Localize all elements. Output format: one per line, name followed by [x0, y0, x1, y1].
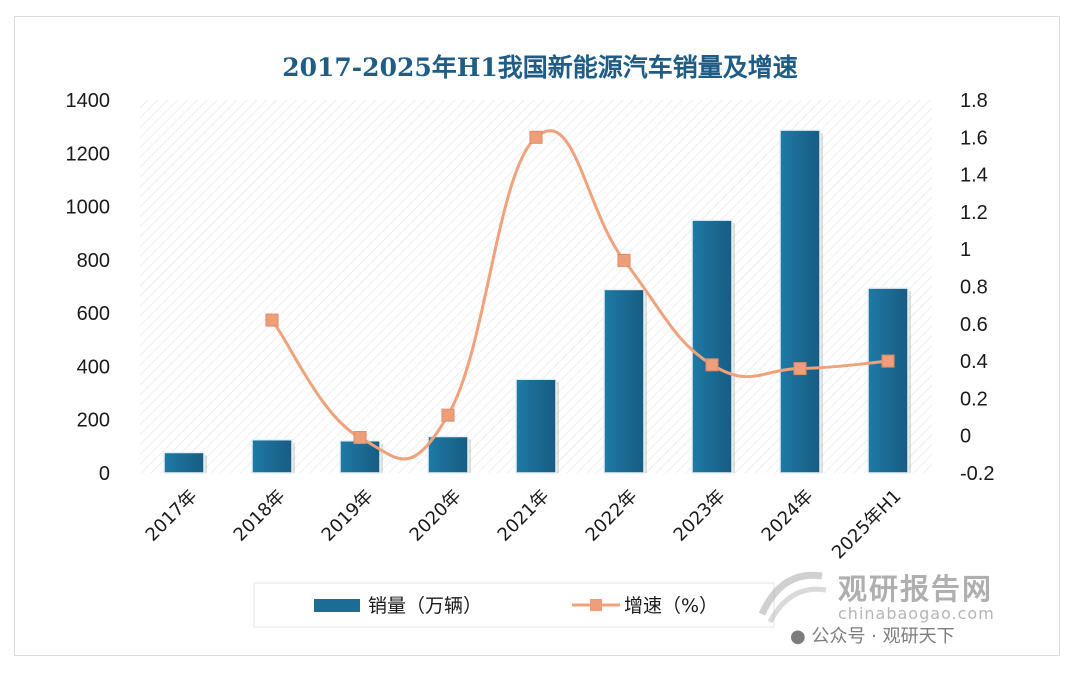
- line-marker: [441, 408, 455, 422]
- bar: [427, 435, 469, 474]
- legend-label-sales: 销量（万辆）: [368, 595, 482, 617]
- right-tick-label: 1.4: [960, 165, 988, 187]
- right-tick-label: 1.2: [960, 202, 988, 224]
- x-tick-label: 2025年H1: [828, 486, 906, 564]
- bar: [779, 129, 821, 474]
- right-tick-label: 0: [960, 426, 971, 448]
- line-series: [265, 129, 895, 461]
- watermark-wechat: ● 公众号 · 观研天下: [790, 622, 955, 648]
- growth-line: [270, 129, 889, 461]
- right-tick-label: 0.2: [960, 388, 988, 410]
- left-tick-label: 1200: [66, 143, 111, 165]
- right-axis-ticks: -0.2 0 0.2 0.4 0.6 0.8 1 1.2 1.4 1.6 1.8: [960, 90, 994, 485]
- legend-label-growth: 增速（%）: [624, 595, 718, 617]
- watermark-site: chinabaogao.com: [838, 604, 995, 623]
- line-marker: [793, 362, 807, 376]
- chart-title: 2017-2025年H1我国新能源汽车销量及增速: [282, 53, 798, 82]
- left-tick-label: 800: [77, 250, 110, 272]
- left-tick-label: 400: [77, 356, 110, 378]
- bar: [867, 287, 909, 474]
- line-marker: [705, 358, 719, 372]
- left-axis-ticks: 0 200 400 600 800 1000 1200 1400: [66, 90, 111, 485]
- left-tick-label: 600: [77, 303, 110, 325]
- bar: [515, 378, 557, 474]
- bar: [603, 288, 645, 474]
- x-tick-label: 2018年: [230, 486, 290, 546]
- x-axis-ticks: 2017年 2018年 2019年 2020年 2021年 2022年 2023年 2024年…: [142, 486, 906, 564]
- x-tick-label: 2022年: [582, 486, 642, 546]
- watermark-wechat-text: 公众号 · 观研天下: [811, 626, 955, 647]
- bar-series: [163, 129, 911, 474]
- right-tick-label: 1: [960, 239, 971, 261]
- line-marker: [265, 313, 279, 327]
- line-marker: [617, 253, 631, 267]
- bar: [163, 451, 205, 474]
- left-tick-label: 0: [99, 463, 110, 485]
- left-tick-label: 1400: [66, 90, 111, 112]
- right-tick-label: 0.6: [960, 314, 988, 336]
- right-tick-label: 0.4: [960, 351, 988, 373]
- right-tick-label: 1.8: [960, 90, 988, 112]
- right-tick-label: 0.8: [960, 277, 988, 299]
- wechat-icon: ●: [790, 626, 806, 647]
- x-tick-label: 2023年: [670, 486, 730, 546]
- right-tick-label: -0.2: [960, 463, 994, 485]
- left-tick-label: 200: [77, 410, 110, 432]
- right-tick-label: 1.6: [960, 127, 988, 149]
- left-tick-label: 1000: [66, 197, 111, 219]
- legend-line-marker: [590, 599, 602, 611]
- watermark-logo-icon: [758, 571, 827, 624]
- x-tick-label: 2017年: [142, 486, 202, 546]
- x-tick-label: 2020年: [406, 486, 466, 546]
- bar: [251, 438, 293, 474]
- bar: [691, 219, 733, 474]
- line-marker: [529, 130, 543, 144]
- watermark-brand: 观研报告网: [838, 572, 994, 606]
- x-tick-label: 2021年: [494, 486, 554, 546]
- x-tick-label: 2019年: [318, 486, 378, 546]
- line-marker: [353, 431, 367, 445]
- line-marker: [881, 354, 895, 368]
- x-tick-label: 2024年: [758, 486, 818, 546]
- legend: 销量（万辆） 增速（%）: [253, 582, 775, 628]
- legend-bar-swatch: [314, 599, 360, 612]
